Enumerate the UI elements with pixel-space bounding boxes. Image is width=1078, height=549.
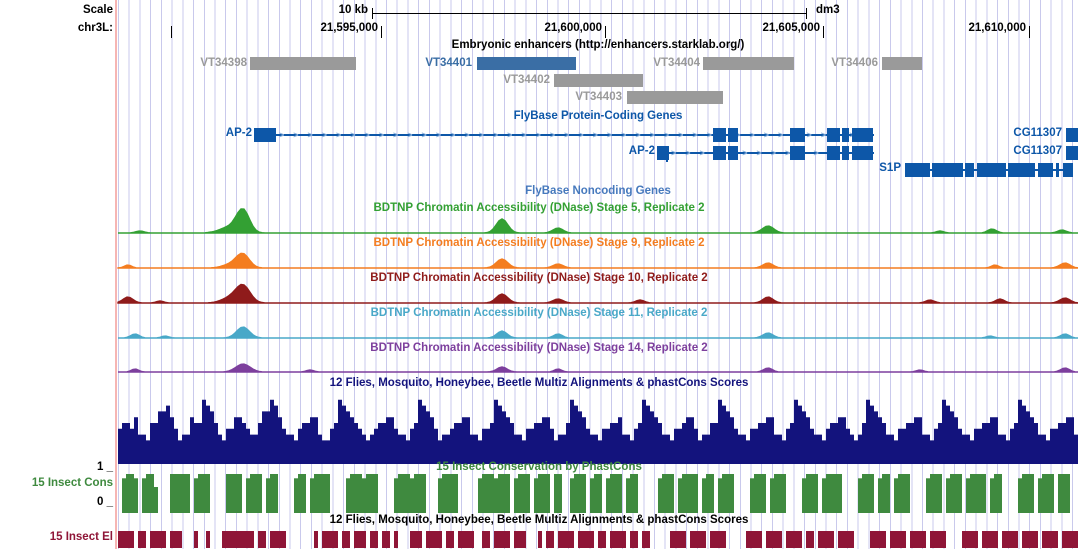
assembly-label: dm3	[816, 4, 840, 16]
gene-exon[interactable]	[1063, 163, 1073, 177]
track-title-conserved-elements[interactable]: 12 Flies, Mosquito, Honeybee, Beetle Mul…	[329, 514, 749, 526]
track-title-conservation[interactable]: 15 Insect Conservation by PhastCons	[436, 461, 642, 473]
gene-exon[interactable]	[852, 128, 873, 142]
gene-exon[interactable]	[842, 146, 849, 160]
gene-exon[interactable]	[977, 163, 1006, 177]
gene-exon[interactable]	[1066, 146, 1078, 160]
ruler-position-label: 21,595,000	[320, 22, 378, 34]
scale-bar-right-tick	[806, 8, 807, 19]
scale-label: Scale	[82, 4, 113, 16]
gene-intron-line[interactable]	[668, 152, 874, 154]
insect-elements-track-label[interactable]: 15 Insect El	[49, 531, 113, 543]
ruler-position-label: 21,605,000	[762, 22, 820, 34]
gene-exon[interactable]	[905, 163, 930, 177]
conserved-elements-blocks[interactable]	[118, 531, 1078, 549]
scale-bar	[372, 13, 807, 14]
view-boundary-line	[115, 0, 117, 549]
enhancer-label: VT34398	[200, 57, 247, 69]
strand-arrows: >>>>>>>>>>>>>>>	[671, 148, 871, 158]
track-title-dnase-stage10[interactable]: BDTNP Chromatin Accessibility (DNase) St…	[370, 272, 708, 284]
track-title-protein-coding-genes[interactable]: FlyBase Protein-Coding Genes	[513, 110, 683, 122]
enhancer-label: VT34403	[575, 91, 622, 103]
ruler-tick	[823, 26, 824, 38]
gene-exon[interactable]	[728, 128, 738, 142]
scale-bar-left-tick	[372, 8, 373, 19]
conservation-track-label[interactable]: 15 Insect Cons	[31, 477, 113, 489]
gene-exon[interactable]	[254, 128, 276, 142]
track-title-dnase-stage5[interactable]: BDTNP Chromatin Accessibility (DNase) St…	[373, 202, 705, 214]
gene-exon[interactable]	[852, 146, 873, 160]
ruler-tick	[605, 26, 606, 38]
enhancer-label: VT34401	[425, 57, 472, 69]
gene-intron-line[interactable]	[276, 134, 874, 136]
gene-exon[interactable]	[1038, 163, 1053, 177]
gene-exon[interactable]	[965, 163, 974, 177]
gene-exon[interactable]	[827, 146, 840, 160]
gene-exon[interactable]	[932, 163, 963, 177]
scale-bar-value: 10 kb	[338, 4, 368, 16]
track-title-noncoding-genes[interactable]: FlyBase Noncoding Genes	[525, 185, 671, 197]
dnase-signal-0[interactable]	[118, 208, 1078, 234]
gene-label: AP-2	[225, 127, 252, 139]
strand-arrows: >>>>>>>>>>>>>>>>>>>>>>>>>>>>>>>>>>>>>>>>…	[279, 130, 871, 140]
gene-exon[interactable]	[657, 146, 669, 160]
enhancer-feature[interactable]	[477, 57, 576, 70]
gene-exon[interactable]	[790, 146, 805, 160]
ruler-tick	[171, 26, 172, 38]
gene-exon[interactable]	[827, 128, 840, 142]
chromosome-label: chr3L:	[77, 22, 113, 34]
gene-exon[interactable]	[842, 128, 849, 142]
gene-label: CG11307	[1013, 127, 1062, 139]
enhancer-feature[interactable]	[703, 57, 794, 70]
gene-exon[interactable]	[790, 128, 805, 142]
dnase-signal-4[interactable]	[118, 347, 1078, 373]
conservation-axis-min: 0 _	[97, 496, 113, 508]
dnase-signal-3[interactable]	[118, 313, 1078, 339]
multiz-alignment-histogram[interactable]	[118, 391, 1078, 464]
conservation-histogram[interactable]	[118, 474, 1078, 513]
gene-label: AP-2	[628, 145, 655, 157]
dnase-signal-2[interactable]	[117, 278, 1078, 304]
enhancer-label: VT34402	[503, 74, 550, 86]
track-title-dnase-stage9[interactable]: BDTNP Chromatin Accessibility (DNase) St…	[373, 237, 705, 249]
enhancer-feature[interactable]	[250, 57, 356, 70]
gene-exon[interactable]	[1056, 163, 1059, 177]
track-title-dnase-stage14[interactable]: BDTNP Chromatin Accessibility (DNase) St…	[370, 342, 708, 354]
conservation-axis-max: 1 _	[97, 461, 113, 473]
ruler: 21,595,000 21,600,000 21,605,000 21,610,000	[0, 0, 1078, 40]
ruler-position-label: 21,610,000	[968, 22, 1026, 34]
dnase-signal-1[interactable]	[117, 243, 1078, 269]
gene-label: S1P	[879, 162, 901, 174]
track-title-multiz-alignments[interactable]: 12 Flies, Mosquito, Honeybee, Beetle Mul…	[329, 377, 749, 389]
gene-exon[interactable]	[713, 146, 726, 160]
ruler-tick	[1029, 26, 1030, 38]
track-title-enhancers[interactable]: Embryonic enhancers (http://enhancers.st…	[451, 39, 745, 51]
enhancer-label: VT34406	[831, 57, 878, 69]
enhancer-feature[interactable]	[627, 91, 723, 104]
gene-exon[interactable]	[1008, 163, 1035, 177]
gene-label: CG11307	[1013, 145, 1062, 157]
enhancer-label: VT34404	[653, 57, 700, 69]
enhancer-feature[interactable]	[554, 74, 643, 87]
track-title-dnase-stage11[interactable]: BDTNP Chromatin Accessibility (DNase) St…	[370, 307, 708, 319]
gene-exon[interactable]	[713, 128, 726, 142]
gene-exon[interactable]	[1066, 128, 1078, 142]
enhancer-feature[interactable]	[882, 57, 922, 70]
ruler-position-label: 21,600,000	[544, 22, 602, 34]
ruler-tick	[381, 26, 382, 38]
gene-exon[interactable]	[728, 146, 738, 160]
